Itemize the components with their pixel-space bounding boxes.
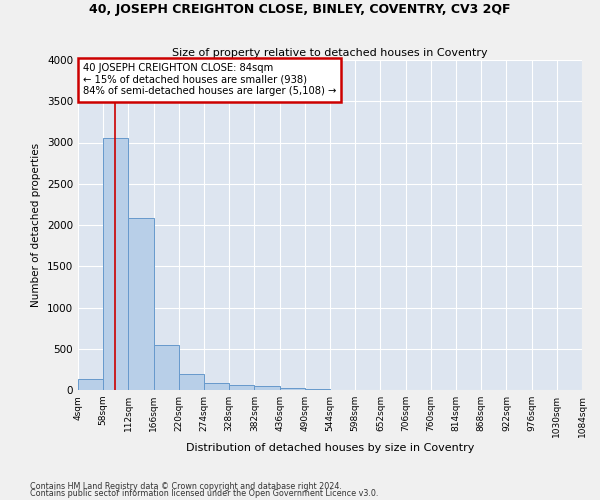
X-axis label: Distribution of detached houses by size in Coventry: Distribution of detached houses by size …	[186, 442, 474, 452]
Bar	[128, 218, 154, 390]
Text: 40, JOSEPH CREIGHTON CLOSE, BINLEY, COVENTRY, CV3 2QF: 40, JOSEPH CREIGHTON CLOSE, BINLEY, COVE…	[89, 2, 511, 16]
Bar	[179, 374, 204, 390]
Bar	[305, 389, 330, 390]
Bar	[229, 385, 254, 390]
Text: Contains public sector information licensed under the Open Government Licence v3: Contains public sector information licen…	[30, 490, 379, 498]
Bar	[280, 388, 305, 390]
Bar	[103, 138, 128, 390]
Bar	[254, 386, 280, 390]
Bar	[78, 380, 103, 390]
Bar	[204, 382, 229, 390]
Text: Contains HM Land Registry data © Crown copyright and database right 2024.: Contains HM Land Registry data © Crown c…	[30, 482, 342, 491]
Bar	[154, 346, 179, 390]
Y-axis label: Number of detached properties: Number of detached properties	[31, 143, 41, 307]
Text: 40 JOSEPH CREIGHTON CLOSE: 84sqm
← 15% of detached houses are smaller (938)
84% : 40 JOSEPH CREIGHTON CLOSE: 84sqm ← 15% o…	[83, 64, 337, 96]
Title: Size of property relative to detached houses in Coventry: Size of property relative to detached ho…	[172, 48, 488, 58]
